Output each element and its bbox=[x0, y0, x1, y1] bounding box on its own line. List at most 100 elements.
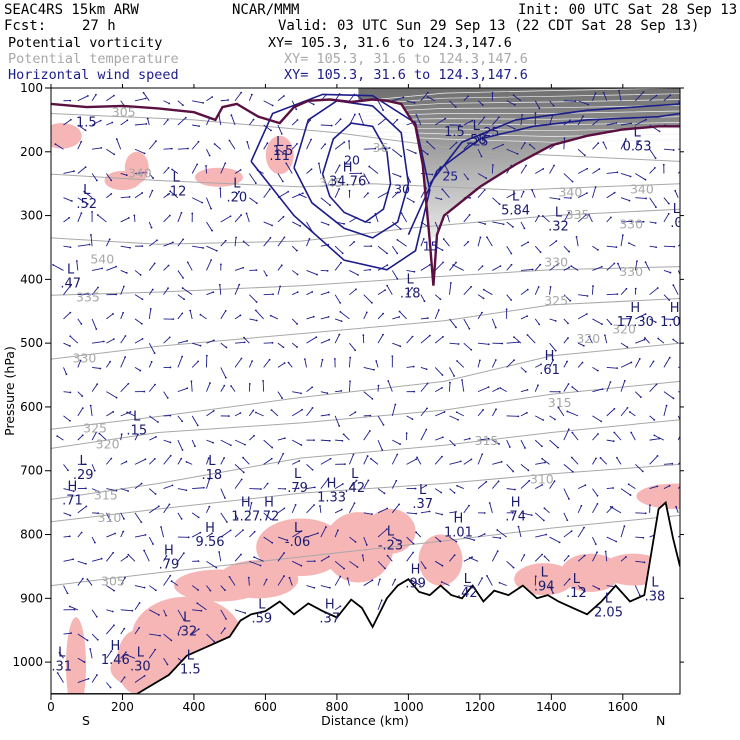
wind-arrow-head bbox=[68, 605, 71, 608]
wind-arrow-head bbox=[223, 589, 226, 592]
wind-arrow bbox=[206, 245, 217, 252]
wind-arrow bbox=[649, 148, 656, 159]
wind-arrow bbox=[163, 391, 169, 399]
wind-arrow bbox=[57, 672, 64, 683]
wind-arrow bbox=[106, 585, 115, 591]
pv-patch bbox=[256, 518, 347, 577]
wind-arrow-head bbox=[366, 455, 369, 457]
wind-arrow bbox=[406, 536, 414, 544]
wind-arrow bbox=[248, 410, 254, 417]
wind-arrow-head bbox=[380, 599, 383, 602]
wind-arrow-head bbox=[298, 193, 301, 196]
wind-arrow bbox=[420, 92, 429, 102]
wind-arrow-head bbox=[244, 612, 247, 614]
wind-arrow bbox=[220, 342, 227, 348]
wind-arrow-head bbox=[168, 192, 171, 195]
wind-arrow-head bbox=[285, 162, 288, 165]
wind-arrow bbox=[649, 438, 660, 441]
wind-arrow bbox=[362, 555, 365, 562]
wind-arrow bbox=[534, 264, 541, 271]
wind-arrow bbox=[171, 169, 179, 174]
wind-arrow-head bbox=[202, 486, 205, 489]
wind-arrow bbox=[243, 241, 250, 247]
wind-arrow bbox=[544, 556, 550, 562]
wind-arrow-head bbox=[444, 117, 447, 120]
wind-arrow-head bbox=[265, 578, 268, 581]
wind-arrow-head bbox=[312, 315, 315, 318]
wind-arrow bbox=[489, 502, 493, 513]
wind-arrow-head bbox=[224, 309, 227, 312]
wind-arrow bbox=[392, 148, 402, 157]
theta-label: 320 bbox=[96, 436, 120, 451]
wind-arrow bbox=[563, 429, 570, 441]
wind-arrow bbox=[206, 633, 215, 642]
wind-arrow-head bbox=[398, 310, 401, 313]
wind-arrow-head bbox=[655, 246, 658, 249]
legend-wind-xy: XY= 105.3, 31.6 to 124.3,147.6 bbox=[284, 67, 528, 83]
pv-patch bbox=[418, 534, 463, 586]
wind-arrow bbox=[177, 340, 188, 344]
wind-arrow bbox=[340, 311, 350, 320]
extremum-value: .32 bbox=[176, 624, 197, 639]
wind-arrow-head bbox=[623, 525, 626, 528]
wind-arrow bbox=[320, 585, 330, 589]
wind-arrow-head bbox=[95, 93, 97, 96]
wind-arrow-head bbox=[513, 359, 515, 362]
wind-arrow-head bbox=[415, 531, 418, 534]
wind-arrow bbox=[125, 654, 136, 659]
wind-arrow bbox=[285, 163, 293, 174]
wind-arrow-head bbox=[316, 532, 319, 535]
wind-arrow bbox=[463, 505, 470, 514]
wind-arrow-head bbox=[613, 191, 616, 194]
wind-arrow-head bbox=[160, 526, 162, 528]
wind-arrow bbox=[149, 505, 160, 514]
extremum-marker: H bbox=[545, 349, 555, 364]
wind-arrow-head bbox=[182, 552, 185, 555]
wind-arrow bbox=[563, 267, 570, 271]
wind-arrow bbox=[358, 113, 365, 126]
wind-arrow bbox=[649, 95, 657, 102]
wind-arrow-head bbox=[586, 192, 588, 195]
wind-arrow-head bbox=[367, 479, 370, 482]
wind-arrow-head bbox=[428, 334, 431, 337]
wind-arrow bbox=[620, 122, 632, 126]
wind-arrow bbox=[606, 408, 615, 417]
extremum-marker: L bbox=[419, 483, 427, 498]
wind-arrow-head bbox=[441, 386, 443, 389]
wind-arrow-head bbox=[127, 553, 130, 556]
wind-arrow bbox=[320, 221, 329, 226]
wind-arrow-head bbox=[338, 425, 341, 427]
wind-arrow-head bbox=[501, 342, 504, 345]
theta-label: 320 bbox=[612, 322, 636, 337]
wind-arrow bbox=[663, 148, 674, 151]
theta-label: 320 bbox=[576, 331, 600, 346]
wind-arrow-head bbox=[181, 312, 184, 315]
wind-arrow bbox=[620, 138, 627, 150]
extremum-value: .38 bbox=[645, 589, 666, 604]
wind-arrow bbox=[334, 334, 340, 344]
wind-arrow-head bbox=[439, 298, 442, 301]
wind-arrow-head bbox=[581, 361, 584, 364]
wind-arrow-head bbox=[499, 387, 502, 389]
wind-arrow-head bbox=[552, 104, 555, 107]
wind-arrow-head bbox=[643, 561, 646, 564]
wind-arrow-head bbox=[224, 239, 227, 242]
wind-arrow bbox=[134, 512, 142, 523]
wind-arrow-head bbox=[340, 261, 342, 264]
wind-arrow-head bbox=[441, 564, 444, 567]
wind-arrow bbox=[592, 245, 599, 251]
wind-arrow-head bbox=[340, 320, 343, 323]
wind-arrow-head bbox=[199, 313, 202, 316]
wind-arrow bbox=[106, 625, 115, 635]
extremum-marker: L bbox=[80, 454, 88, 469]
wind-arrow-head bbox=[584, 484, 587, 487]
wind-arrow bbox=[206, 506, 210, 514]
extremum-value: 17.30 bbox=[617, 315, 654, 330]
wind-arrow-head bbox=[131, 609, 134, 612]
theta-contour bbox=[51, 208, 680, 245]
extremum-value: 1.5 bbox=[180, 663, 201, 678]
wind-arrow bbox=[249, 318, 257, 321]
wind-arrow bbox=[334, 294, 341, 304]
wind-arrow-head bbox=[69, 419, 71, 422]
wind-arrow bbox=[263, 359, 270, 368]
